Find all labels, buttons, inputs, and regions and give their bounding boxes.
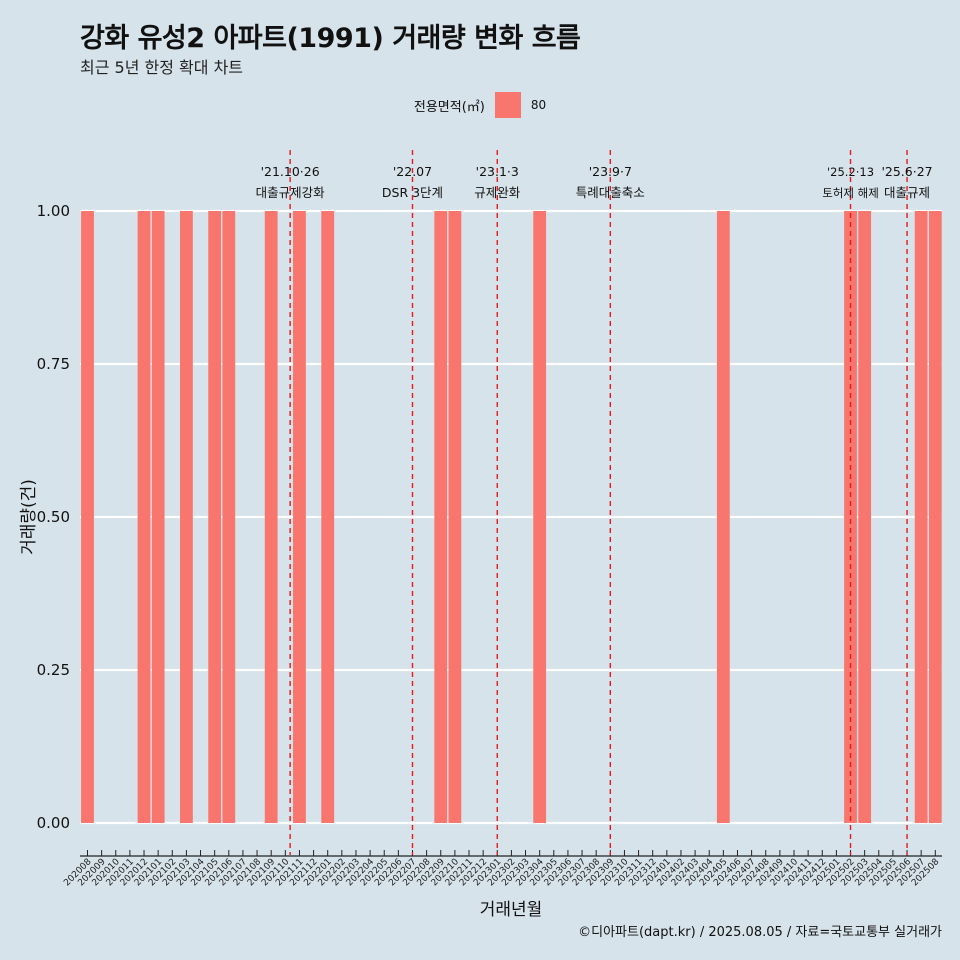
bar [533, 211, 547, 823]
bar [716, 211, 730, 823]
bar [151, 211, 165, 823]
y-tick-label: 0.00 [37, 814, 70, 832]
bar [914, 211, 928, 823]
legend-title: 전용면적(㎡) [413, 99, 485, 115]
y-tick-label: 0.50 [37, 508, 70, 526]
y-tick-label: 0.25 [37, 661, 70, 679]
event-date-label: '25.6·27 [881, 164, 932, 179]
bar [293, 211, 306, 823]
event-date-label: '23.9·7 [589, 164, 632, 179]
bar [858, 211, 872, 823]
event-name-label: 대출규제 [884, 185, 930, 200]
bar [264, 211, 278, 823]
legend: 전용면적(㎡) 80 [0, 92, 960, 118]
chart-title: 강화 유성2 아파트(1991) 거래량 변화 흐름 [80, 23, 581, 54]
bar [137, 211, 151, 823]
event-name-label: DSR 3단계 [382, 185, 443, 200]
legend-label: 80 [530, 98, 547, 112]
bar [844, 211, 857, 823]
bar [180, 211, 193, 823]
event-name-label: 대출규제강화 [256, 185, 326, 200]
y-axis-title: 거래량(건) [19, 479, 39, 555]
event-date-label: '25.2·13 [827, 165, 874, 179]
bar [222, 211, 236, 823]
bar [321, 211, 335, 823]
event-date-label: '23.1·3 [476, 164, 519, 179]
bar [928, 211, 942, 823]
y-tick-label: 1.00 [37, 202, 70, 220]
bar [81, 211, 94, 823]
chart-subtitle: 최근 5년 한정 확대 차트 [80, 58, 244, 77]
x-axis-title: 거래년월 [480, 900, 543, 920]
event-name-label: 토허제 해제 [822, 186, 879, 200]
source-caption: ©디아파트(dapt.kr) / 2025.08.05 / 자료=국토교통부 실… [578, 925, 942, 940]
bar [208, 211, 222, 823]
event-date-label: '21.10·26 [261, 164, 320, 179]
event-name-label: 규제완화 [474, 185, 521, 200]
event-date-label: '22.07 [393, 164, 432, 179]
bar [448, 211, 462, 823]
y-tick-label: 0.75 [37, 355, 70, 373]
bar [434, 211, 448, 823]
event-name-label: 특례대출축소 [576, 185, 645, 200]
legend-swatch [494, 92, 521, 118]
